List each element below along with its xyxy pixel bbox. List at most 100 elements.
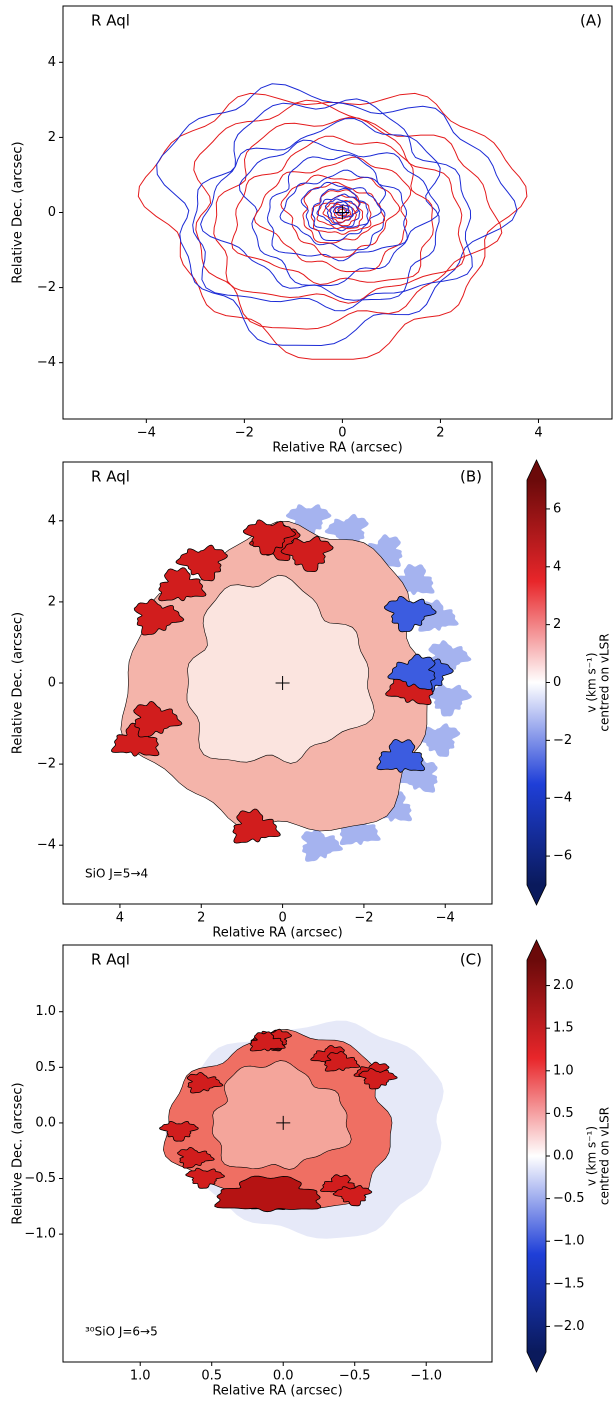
x-tick-label: 1.0 — [130, 1369, 151, 1384]
colorbar-label: v (km s⁻¹) — [585, 652, 599, 712]
y-tick-label: −0.5 — [24, 1171, 56, 1186]
colorbar-tick-label: 1.0 — [553, 1063, 574, 1078]
colorbar-tick-label: −2.0 — [553, 1319, 585, 1334]
colorbar-tick-label: −4 — [553, 791, 572, 806]
x-axis-label: Relative RA (arcsec) — [272, 441, 402, 456]
y-tick-label: −4 — [37, 355, 56, 370]
patch — [280, 535, 334, 572]
patch — [383, 595, 437, 633]
x-tick-label: 4 — [116, 911, 124, 926]
contour — [329, 201, 354, 220]
y-tick-label: 0.0 — [35, 1115, 56, 1130]
x-tick-label: −4 — [436, 911, 455, 926]
y-tick-label: 2 — [48, 130, 56, 145]
colorbar-extend — [527, 885, 546, 905]
patch — [185, 1167, 225, 1189]
colorbar-tick-label: −0.5 — [553, 1191, 585, 1206]
colorbar-tick-label: −6 — [553, 849, 572, 864]
colorbar-tick-label: 6 — [553, 501, 561, 516]
colorbar-tick-label: 1.5 — [553, 1021, 574, 1036]
patch — [324, 1051, 361, 1072]
map-region — [186, 574, 375, 764]
contour — [193, 99, 503, 330]
panel-label: (A) — [580, 12, 602, 30]
x-tick-label: −0.5 — [339, 1369, 371, 1384]
contour — [300, 181, 382, 241]
patch — [177, 1146, 215, 1169]
patch — [249, 1031, 286, 1052]
x-tick-label: 0.5 — [201, 1369, 222, 1384]
patch — [214, 1175, 322, 1213]
patch — [133, 700, 183, 738]
colorbar-tick-label: −1.5 — [553, 1276, 585, 1291]
patch — [243, 519, 296, 556]
contour — [316, 193, 361, 228]
y-axis-label: Relative Dec. (arcsec) — [11, 141, 26, 283]
colorbar-tick-label: 0.5 — [553, 1106, 574, 1121]
contour — [337, 206, 348, 215]
y-tick-label: −1.0 — [24, 1227, 56, 1242]
colorbar-tick-label: −2 — [553, 733, 572, 748]
patch — [324, 513, 369, 548]
y-tick-label: 2 — [48, 594, 56, 609]
contour — [231, 135, 434, 286]
patch — [358, 1068, 398, 1090]
patch — [415, 723, 461, 757]
y-tick-label: 1.0 — [35, 1004, 56, 1019]
colorbar — [527, 480, 546, 885]
plot-area — [137, 83, 528, 360]
colorbar-tick-label: −1.0 — [553, 1234, 585, 1249]
contour — [137, 92, 528, 360]
y-tick-label: 4 — [48, 55, 56, 70]
patch — [133, 598, 185, 636]
plot-area — [159, 1020, 444, 1239]
center-marker — [275, 676, 290, 690]
x-tick-label: 0 — [278, 911, 286, 926]
x-tick-label: −1.0 — [410, 1369, 442, 1384]
patch — [376, 739, 425, 773]
map-region — [212, 1060, 352, 1170]
patch — [232, 808, 281, 844]
colorbar-label: v (km s⁻¹) — [585, 1126, 599, 1186]
panel-label: (C) — [460, 951, 482, 969]
contour — [200, 117, 441, 301]
contour — [322, 199, 359, 227]
colorbar-label: centred on vLSR — [598, 633, 612, 731]
patch — [387, 653, 436, 690]
contour — [266, 154, 408, 262]
contour — [302, 181, 385, 244]
colorbar-extend — [527, 1352, 546, 1372]
center-marker — [335, 205, 350, 220]
colorbar-extend — [527, 940, 546, 960]
contour — [279, 169, 387, 251]
patch — [186, 1071, 224, 1094]
colorbar-tick-label: 4 — [553, 559, 561, 574]
panel-title: R Aql — [91, 12, 130, 30]
x-axis-label: Relative RA (arcsec) — [212, 926, 342, 941]
x-tick-label: −4 — [137, 426, 156, 441]
x-tick-label: −2 — [235, 426, 254, 441]
colorbar-tick-label: 0.0 — [553, 1149, 574, 1164]
y-tick-label: −4 — [37, 838, 56, 853]
panel-title: R Aql — [91, 468, 130, 486]
contour — [156, 83, 518, 347]
contour — [192, 98, 473, 312]
plot-area — [110, 504, 472, 862]
colorbar-frame — [526, 939, 547, 1373]
contour — [332, 204, 350, 217]
y-tick-label: −2 — [37, 280, 56, 295]
contour — [238, 139, 441, 287]
annotation: SiO J=5→4 — [85, 867, 148, 881]
x-tick-label: 0.0 — [273, 1369, 294, 1384]
contour — [213, 116, 466, 304]
y-axis-label: Relative Dec. (arcsec) — [11, 612, 26, 754]
patch — [159, 1120, 199, 1142]
panel-title: R Aql — [91, 951, 130, 969]
y-tick-label: 4 — [48, 513, 56, 528]
x-tick-label: −2 — [354, 911, 373, 926]
y-tick-label: 0.5 — [35, 1060, 56, 1075]
patch — [175, 544, 228, 582]
patch — [301, 828, 343, 862]
x-tick-label: 2 — [197, 911, 205, 926]
